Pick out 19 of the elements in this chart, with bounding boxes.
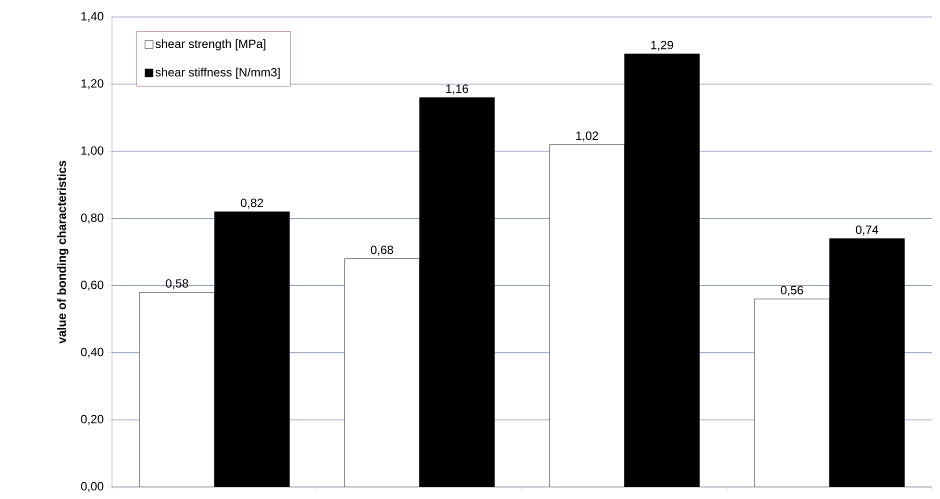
- y-tick-label: 0,40: [81, 348, 104, 358]
- y-tick-label: 1,20: [81, 79, 104, 89]
- y-tick-label: 0,80: [81, 213, 104, 224]
- y-tick-label: 1,00: [81, 146, 104, 156]
- legend-label: shear stiffness [N/mm3]: [156, 68, 280, 79]
- data-label: 1,29: [651, 40, 674, 51]
- data-label: 0,68: [370, 246, 394, 256]
- data-label: 1,16: [446, 84, 468, 94]
- y-axis-title: value of bonding characteristics: [57, 160, 68, 344]
- y-tick-label: 0,20: [81, 414, 104, 425]
- y-tick-label: 1,40: [81, 12, 104, 22]
- data-label: 0,74: [856, 225, 878, 236]
- data-label: 1,02: [576, 131, 598, 142]
- data-label: 0,56: [780, 286, 804, 296]
- y-tick-label: 0,60: [81, 280, 104, 290]
- data-label: 0,82: [240, 198, 264, 208]
- legend-label: shear strength [MPa]: [156, 39, 266, 50]
- y-tick-label: 0,00: [81, 482, 104, 492]
- data-label: 0,58: [166, 279, 188, 289]
